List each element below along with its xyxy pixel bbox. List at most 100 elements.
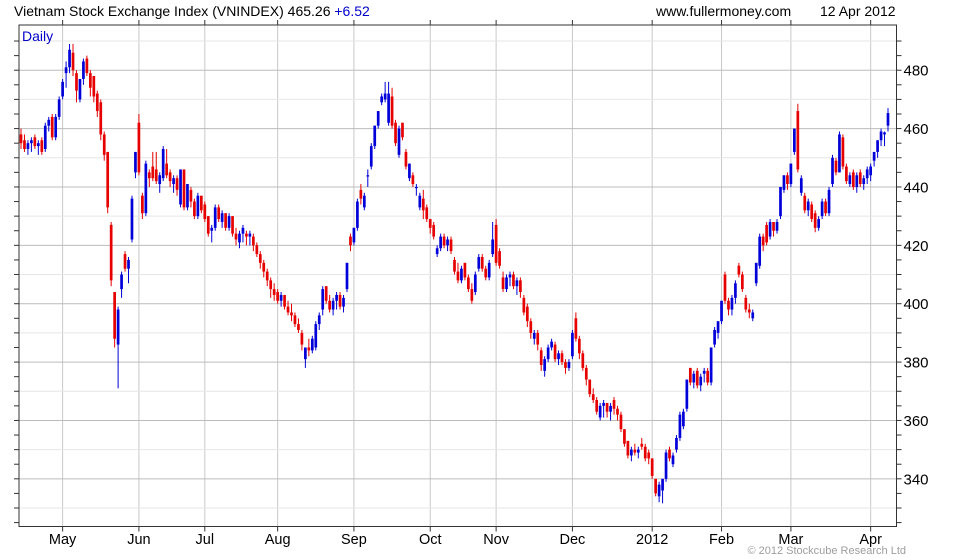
candle-up xyxy=(220,213,224,222)
candle-down xyxy=(262,262,266,272)
y-axis-label: 400 xyxy=(904,296,929,313)
candle-down xyxy=(467,277,470,290)
candle-up xyxy=(380,96,384,103)
candle-up xyxy=(460,268,463,281)
candle-up xyxy=(855,175,859,187)
x-axis-label: Sep xyxy=(341,532,367,548)
candle-up xyxy=(734,283,737,298)
candle-down xyxy=(841,137,845,167)
candle-down xyxy=(199,195,203,211)
candle-down xyxy=(113,292,116,339)
candle-up xyxy=(886,113,890,126)
candle-down xyxy=(612,400,616,409)
candle-down xyxy=(647,452,651,459)
candle-up xyxy=(751,312,755,319)
candle-up xyxy=(158,175,162,185)
candle-down xyxy=(401,122,404,138)
x-axis-label: Feb xyxy=(709,532,734,548)
candle-down xyxy=(723,274,727,301)
x-axis-labels: May Jun Jul Aug Sep Oct Nov Dec 2012 Feb Mar Apr xyxy=(49,532,882,548)
candle-down xyxy=(92,76,96,97)
v-gridlines xyxy=(62,25,872,527)
candle-up xyxy=(356,201,359,228)
candle-down xyxy=(349,236,352,246)
candle-down xyxy=(234,233,238,240)
candle-up xyxy=(446,239,449,246)
candle-down xyxy=(470,289,474,301)
plot-border xyxy=(18,24,897,527)
candle-up xyxy=(43,125,47,150)
candle-up xyxy=(876,140,879,152)
candle-down xyxy=(33,137,37,147)
candle-down xyxy=(324,286,328,301)
candle-up xyxy=(657,484,661,497)
candle-down xyxy=(813,213,817,228)
candle-up xyxy=(47,119,51,126)
candle-up xyxy=(383,93,387,100)
candle-down xyxy=(141,195,144,214)
candle-up xyxy=(789,163,793,185)
candle-up xyxy=(661,478,664,491)
candle-down xyxy=(858,172,862,185)
candle-down xyxy=(165,163,169,176)
candle-down xyxy=(480,257,484,269)
candle-down xyxy=(421,198,425,211)
date-label: 12 Apr 2012 xyxy=(820,3,896,19)
candle-up xyxy=(418,195,422,208)
candle-down xyxy=(300,332,304,345)
candle-down xyxy=(744,297,748,310)
candles xyxy=(19,43,890,504)
candle-down xyxy=(577,338,581,354)
candle-up xyxy=(848,175,852,185)
x-axis-label: Dec xyxy=(560,532,586,548)
candle-down xyxy=(654,478,657,494)
candle-up xyxy=(543,359,547,371)
candle-up xyxy=(754,262,758,284)
candle-up xyxy=(127,259,130,269)
candle-down xyxy=(154,169,158,182)
candle-down xyxy=(40,140,44,152)
candle-down xyxy=(50,116,54,138)
candle-up xyxy=(54,116,58,138)
candle-up xyxy=(664,452,668,479)
candle-down xyxy=(411,175,415,185)
candle-down xyxy=(428,219,432,228)
candle-up xyxy=(799,178,803,193)
candle-down xyxy=(258,254,262,263)
candle-up xyxy=(331,300,335,310)
candle-up xyxy=(702,370,706,374)
candle-down xyxy=(147,172,151,179)
candle-up xyxy=(116,309,120,345)
candle-down xyxy=(338,294,342,307)
candle-down xyxy=(255,245,259,255)
candle-down xyxy=(99,102,103,135)
candle-down xyxy=(71,52,75,71)
h-gridlines xyxy=(19,40,897,509)
candle-down xyxy=(494,224,498,263)
candle-up xyxy=(30,140,33,144)
website-label: www.fullermoney.com xyxy=(656,3,792,19)
candle-up xyxy=(567,362,571,368)
chart-title-text: Vietnam Stock Exchange Index (VNINDEX) xyxy=(14,3,288,19)
candle-down xyxy=(137,122,141,173)
candle-down xyxy=(851,172,855,187)
candle-up xyxy=(473,274,477,293)
candle-up xyxy=(196,195,200,217)
candle-down xyxy=(442,236,446,246)
candle-up xyxy=(397,128,401,155)
candle-down xyxy=(845,166,848,182)
candle-down xyxy=(525,306,529,322)
candle-up xyxy=(186,184,189,208)
candle-down xyxy=(626,440,630,456)
candle-up xyxy=(515,280,519,287)
candle-up xyxy=(352,227,356,243)
candle-down xyxy=(175,178,179,190)
candle-down xyxy=(498,251,501,266)
candle-down xyxy=(394,122,397,144)
candle-down xyxy=(203,204,207,220)
candle-up xyxy=(321,289,325,310)
candle-up xyxy=(806,201,810,211)
candle-up xyxy=(671,455,675,465)
candle-up xyxy=(408,163,411,179)
